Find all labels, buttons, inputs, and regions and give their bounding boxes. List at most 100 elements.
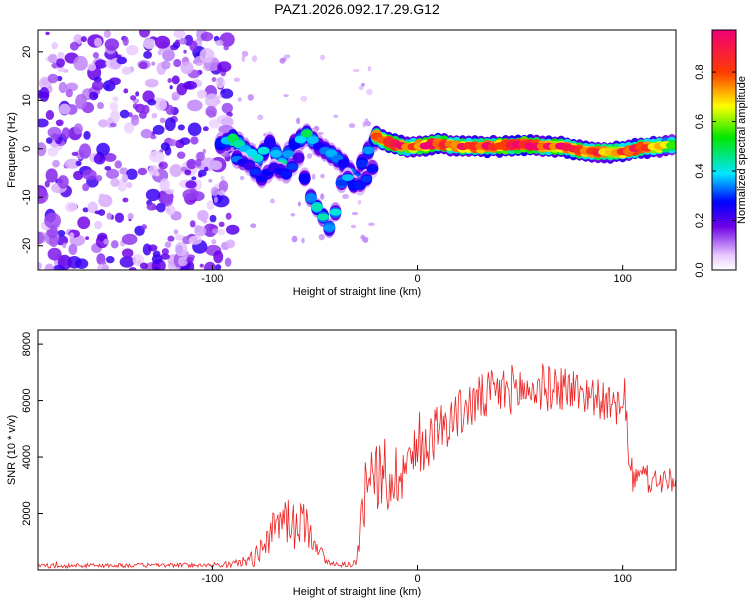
- colorbar-segment: [712, 36, 736, 39]
- noise-blob: [189, 220, 196, 228]
- colorbar-segment: [712, 80, 736, 83]
- noise-blob: [47, 147, 59, 157]
- colorbar-segment: [712, 148, 736, 151]
- colorbar-segment: [712, 68, 736, 71]
- colorbar-segment: [712, 134, 736, 137]
- noise-blob: [195, 158, 202, 167]
- noise-blob: [77, 216, 91, 230]
- upper-branch-cell: [300, 129, 313, 138]
- upper-branch-cell: [337, 158, 350, 167]
- noise-blob: [127, 212, 134, 220]
- noise-blob: [146, 202, 157, 211]
- noise-blob: [103, 30, 111, 39]
- noise-blob: [161, 193, 174, 207]
- noise-blob: [105, 256, 115, 264]
- noise-blob: [55, 119, 64, 127]
- colorbar-segment: [712, 246, 736, 249]
- noise-blob: [173, 229, 179, 235]
- lower-branch-cell: [335, 179, 348, 187]
- sparse-blob: [357, 199, 362, 205]
- colorbar-segment: [712, 248, 736, 251]
- noise-blob: [220, 117, 234, 127]
- noise-blob: [157, 50, 162, 56]
- noise-blob: [64, 158, 81, 169]
- noise-blob: [92, 52, 100, 59]
- colorbar-segment: [712, 142, 736, 145]
- lower-branch-cell: [243, 162, 256, 170]
- noise-blob: [173, 58, 182, 68]
- noise-blob: [71, 151, 79, 157]
- noise-blob: [199, 263, 204, 268]
- snr-x-tick-label: -100: [201, 573, 223, 585]
- colorbar-tick-label: 0.6: [694, 114, 706, 129]
- noise-blob: [114, 212, 125, 223]
- lower-branch-cell: [366, 165, 379, 173]
- colorbar-segment: [712, 244, 736, 247]
- colorbar-segment: [712, 182, 736, 185]
- sparse-blob: [247, 94, 254, 101]
- noise-blob: [106, 212, 112, 220]
- sparse-blob: [362, 236, 369, 243]
- sparse-blob: [241, 55, 246, 63]
- noise-blob: [178, 38, 187, 45]
- noise-blob: [143, 50, 153, 59]
- colorbar-segment: [712, 96, 736, 99]
- noise-blob: [57, 51, 65, 59]
- noise-blob: [217, 228, 226, 236]
- noise-blob: [191, 176, 197, 181]
- colorbar-frame: [711, 29, 737, 271]
- noise-blob: [109, 122, 117, 128]
- spectrogram-x-tick-label: 100: [613, 273, 631, 285]
- noise-blob: [96, 142, 110, 156]
- noise-blob: [121, 248, 134, 258]
- colorbar-segment: [712, 108, 736, 111]
- noise-blob: [159, 178, 170, 192]
- sparse-blob: [211, 58, 219, 63]
- colorbar-segment: [712, 252, 736, 255]
- snr-axes: -100 0 100 Height of straight line (km) 2000…: [6, 329, 677, 598]
- noise-blob: [78, 143, 92, 159]
- colorbar-segment: [712, 156, 736, 159]
- sparse-blob: [366, 88, 373, 96]
- noise-blob: [169, 163, 183, 177]
- colorbar-segment: [712, 114, 736, 117]
- upper-branch-cell: [356, 159, 369, 168]
- noise-blob: [210, 186, 220, 196]
- colorbar-segment: [712, 168, 736, 171]
- figure-title: PAZ1.2026.092.17.29.G12: [274, 1, 440, 17]
- noise-blob: [140, 128, 152, 139]
- noise-blob: [93, 37, 102, 47]
- sparse-blob: [211, 228, 219, 234]
- colorbar-segment: [712, 122, 736, 125]
- sparse-blob: [300, 95, 308, 102]
- spectrogram-y-tick-label: 20: [21, 46, 33, 58]
- noise-blob: [110, 240, 119, 249]
- noise-blob: [91, 80, 104, 91]
- colorbar-segment: [712, 166, 736, 169]
- upper-branch-cell: [226, 134, 239, 143]
- noise-blob: [151, 254, 163, 265]
- noise-blob: [169, 138, 177, 147]
- colorbar-segment: [712, 210, 736, 213]
- noise-blob: [82, 169, 97, 180]
- noise-blob: [94, 220, 103, 230]
- noise-blob: [165, 207, 171, 214]
- noise-blob: [152, 124, 165, 135]
- sparse-blob: [358, 85, 364, 91]
- noise-blob: [38, 118, 49, 128]
- colorbar-segment: [712, 220, 736, 223]
- noise-blob: [126, 44, 139, 56]
- noise-blob: [186, 256, 194, 263]
- noise-blob: [56, 75, 63, 82]
- noise-blob: [119, 256, 135, 268]
- noise-blob: [95, 174, 103, 182]
- lower-branch-cell: [354, 182, 367, 190]
- colorbar-segment: [712, 126, 736, 129]
- noise-blob: [182, 188, 199, 201]
- noise-blob: [128, 267, 137, 270]
- colorbar-segment: [712, 64, 736, 67]
- colorbar-segment: [712, 66, 736, 69]
- colorbar-segment: [712, 70, 736, 73]
- snr-frame: [37, 329, 677, 571]
- noise-blob: [175, 234, 185, 241]
